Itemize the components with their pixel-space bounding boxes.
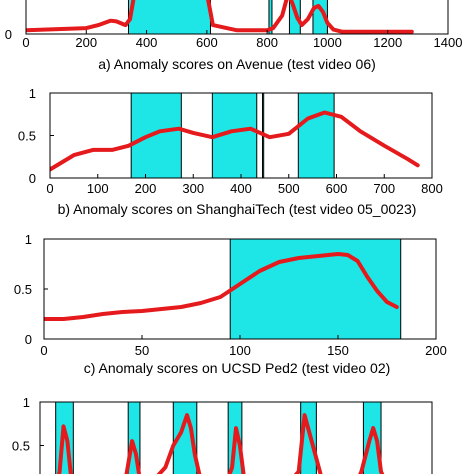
x-tick-label: 50: [135, 343, 149, 358]
y-tick-label: 1: [29, 86, 36, 101]
panel-caption: b) Anomaly scores on ShanghaiTech (test …: [58, 201, 417, 217]
x-tick-label: 1200: [373, 35, 402, 50]
anomaly-interval: [130, 93, 182, 178]
x-tick-label: 150: [327, 343, 349, 358]
x-tick-label: 800: [256, 35, 278, 50]
y-tick-label: 0: [5, 27, 12, 42]
panel-ucsd-ped2: 0 50 100 150 200 0 0.5 1 c) Anomaly scores on UC…: [14, 232, 447, 376]
plot-area: [50, 93, 420, 178]
x-tick-label: 800: [421, 181, 443, 196]
anomaly-score-line: [50, 110, 420, 172]
x-tick-label: 200: [75, 35, 97, 50]
x-tick-label: 100: [87, 181, 109, 196]
plot-area: [55, 402, 385, 474]
x-tick-label: 700: [373, 181, 395, 196]
anomaly-score-line: [57, 413, 385, 474]
x-tick-label: 100: [229, 343, 251, 358]
anomaly-score-line: [26, 0, 414, 34]
x-tick-label: 0: [46, 181, 53, 196]
panel-fourth-dataset: 0.51: [12, 395, 433, 474]
x-tick-label: 200: [135, 181, 157, 196]
y-tick-label: 0.5: [14, 282, 32, 297]
y-tick-label: 0: [29, 171, 36, 186]
y-tick-label: 0: [25, 332, 32, 347]
y-tick-label: 0.5: [12, 439, 30, 454]
y-tick-label: 0.5: [18, 129, 36, 144]
anomaly-interval: [288, 0, 301, 34]
plot-area: [26, 0, 414, 34]
panel-caption: c) Anomaly scores on UCSD Ped2 (test vid…: [84, 360, 391, 376]
x-tick-label: 400: [230, 181, 252, 196]
y-tick-label: 1: [23, 395, 30, 410]
anomaly-interval: [127, 0, 211, 34]
panel-shanghaitech: 0 100 200 300 400 500 600 700 800 0 0.5 1 b) Anomaly…: [18, 86, 443, 217]
x-tick-label: 200: [425, 343, 447, 358]
x-tick-label: 0: [40, 343, 47, 358]
x-tick-label: 600: [196, 35, 218, 50]
panel-avenue: 0 200 400 600 800 1000 1200 1400 0 a) Anomaly sco…: [5, 0, 463, 72]
plot-area: [44, 239, 402, 339]
x-tick-label: 400: [136, 35, 158, 50]
x-tick-label: 300: [182, 181, 204, 196]
axes-frame: [25, 0, 449, 35]
anomaly-interval: [268, 0, 273, 34]
x-tick-label: 1000: [313, 35, 342, 50]
anomaly-interval: [297, 93, 335, 178]
anomaly-interval: [127, 402, 141, 474]
x-tick-label: 600: [326, 181, 348, 196]
x-tick-label: 1400: [434, 35, 463, 50]
x-tick-label: 0: [22, 35, 29, 50]
anomaly-score-line: [44, 252, 399, 321]
y-tick-label: 1: [25, 232, 32, 247]
panel-caption: a) Anomaly scores on Avenue (test video …: [98, 56, 376, 72]
x-tick-label: 500: [278, 181, 300, 196]
